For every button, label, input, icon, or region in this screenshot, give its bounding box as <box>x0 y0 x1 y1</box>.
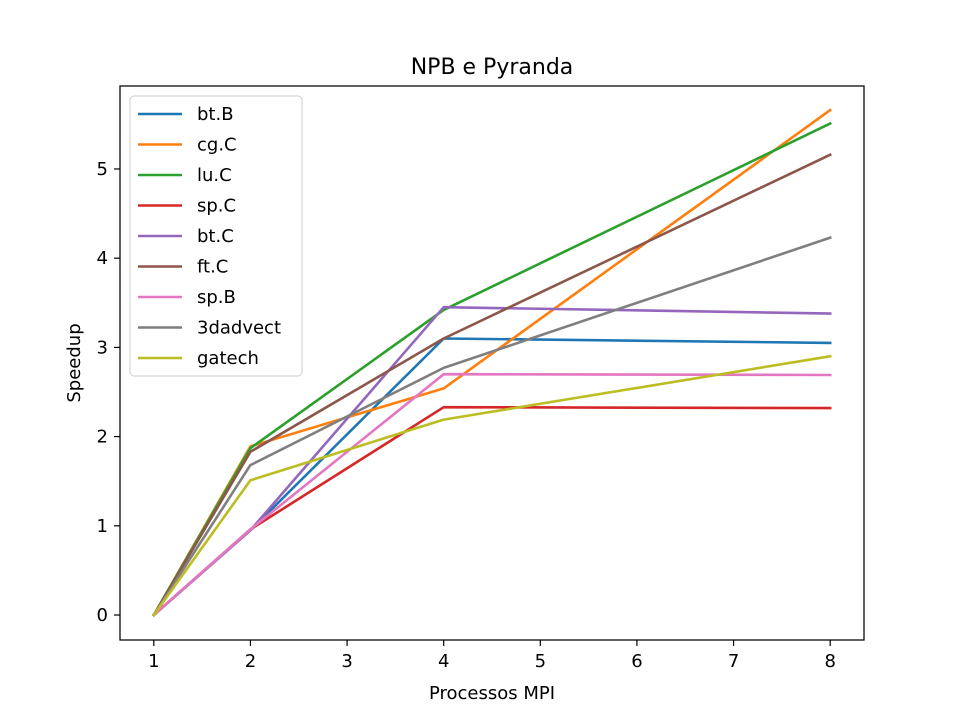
y-tick-label: 5 <box>97 159 108 180</box>
legend-entry-label: gatech <box>197 348 259 369</box>
series-line-3 <box>151 405 832 617</box>
legend-box <box>129 95 303 377</box>
legend-entry-label: sp.B <box>197 287 236 308</box>
y-tick-label: 4 <box>97 248 108 269</box>
x-tick-label: 5 <box>535 651 546 672</box>
y-tick-label: 2 <box>97 427 108 448</box>
x-tick-label: 7 <box>728 651 739 672</box>
x-tick-label: 4 <box>438 651 449 672</box>
series-line-5 <box>152 152 832 617</box>
legend-entry-label: sp.C <box>197 196 236 217</box>
series-line-8 <box>151 354 832 617</box>
series-line-0 <box>151 337 832 617</box>
plot-lines <box>151 108 833 617</box>
x-tick-label: 6 <box>631 651 642 672</box>
legend-entry-label: cg.C <box>197 135 237 156</box>
x-tick-label: 2 <box>245 651 256 672</box>
x-tick-label: 1 <box>148 651 159 672</box>
x-axis-label: Processos MPI <box>429 683 555 704</box>
legend-entry-label: bt.C <box>197 226 234 247</box>
series-line-7 <box>152 236 832 617</box>
legend: bt.B cg.C lu.C sp.C bt.C ft.C sp.B 3dadvect gate… <box>129 95 303 377</box>
series-line-6 <box>151 372 832 617</box>
x-tick-label: 8 <box>824 651 835 672</box>
legend-entry-label: ft.C <box>197 257 228 278</box>
y-axis-label: Speedup <box>64 323 85 402</box>
plot-frame <box>119 85 865 641</box>
y-axis-ticks: 0 1 2 3 4 5 <box>97 159 120 626</box>
y-tick-label: 0 <box>97 605 108 626</box>
chart-title: NPB e Pyranda <box>411 55 574 80</box>
y-tick-label: 1 <box>97 516 108 537</box>
legend-entry-label: lu.C <box>197 165 232 186</box>
x-axis-ticks: 1 2 3 4 5 6 7 8 <box>148 640 836 672</box>
legend-entry-label: bt.B <box>197 104 234 125</box>
legend-entry-label: 3dadvect <box>197 318 281 339</box>
y-tick-label: 3 <box>97 337 108 358</box>
x-tick-label: 3 <box>341 651 352 672</box>
